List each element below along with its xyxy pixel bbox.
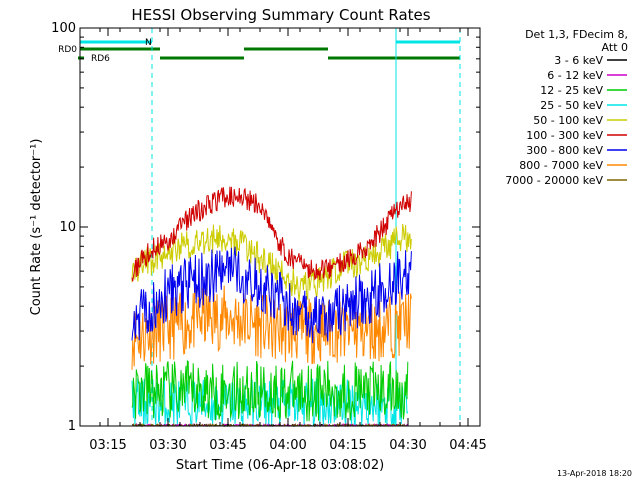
x-tick-label: 03:30 <box>149 438 186 453</box>
x-tick-label: 04:45 <box>449 438 486 453</box>
y-tick-label: 100 <box>51 21 76 36</box>
footer-date: 13-Apr-2018 18:20 <box>557 469 632 478</box>
legend-entry-label: 6 - 12 keV <box>547 69 603 82</box>
x-axis: 03:15 03:30 03:45 04:00 04:15 04:30 04:45 <box>79 28 487 453</box>
legend-entry-label: 3 - 6 keV <box>554 54 603 67</box>
x-tick-label: 04:15 <box>329 438 366 453</box>
chart-title: HESSI Observing Summary Count Rates <box>131 6 430 24</box>
legend-entry-label: 800 - 7000 keV <box>519 159 603 172</box>
legend-entry-label: 7000 - 20000 keV <box>505 174 603 187</box>
y-tick-label: 1 <box>68 419 76 434</box>
legend-entry-label: 25 - 50 keV <box>540 99 603 112</box>
observing-flags: RD0 RD6 N <box>58 38 460 64</box>
x-tick-label: 03:45 <box>209 438 246 453</box>
count-rate-series <box>131 186 412 428</box>
legend-entry-label: 12 - 25 keV <box>540 84 603 97</box>
legend-entry-label: 300 - 800 keV <box>526 144 603 157</box>
x-tick-label: 04:30 <box>389 438 426 453</box>
flag-label: RD6 <box>91 54 110 64</box>
plot-frame <box>79 27 481 427</box>
legend: Det 1,3, FDecim 8,Att 03 - 6 keV 6 - 12 k… <box>505 28 628 187</box>
series-line <box>131 246 412 344</box>
legend-entry-label: 100 - 300 keV <box>526 129 603 142</box>
x-tick-label: 04:00 <box>269 438 306 453</box>
series-line <box>131 186 412 282</box>
x-axis-label: Start Time (06-Apr-18 03:08:02) <box>176 458 384 473</box>
legend-header: Det 1,3, FDecim 8, <box>525 28 628 41</box>
flag-label: N <box>145 38 152 48</box>
y-tick-label: 10 <box>59 220 76 235</box>
legend-entry-label: 50 - 100 keV <box>533 114 603 127</box>
y-axis: 1 10 100 <box>51 21 480 434</box>
series-line <box>131 360 409 422</box>
flag-label: RD0 <box>58 45 77 55</box>
x-tick-label: 03:15 <box>89 438 126 453</box>
y-axis-label: Count Rate (s⁻¹ detector⁻¹) <box>29 139 44 316</box>
legend-header: Att 0 <box>602 41 628 54</box>
series-line <box>131 285 412 370</box>
